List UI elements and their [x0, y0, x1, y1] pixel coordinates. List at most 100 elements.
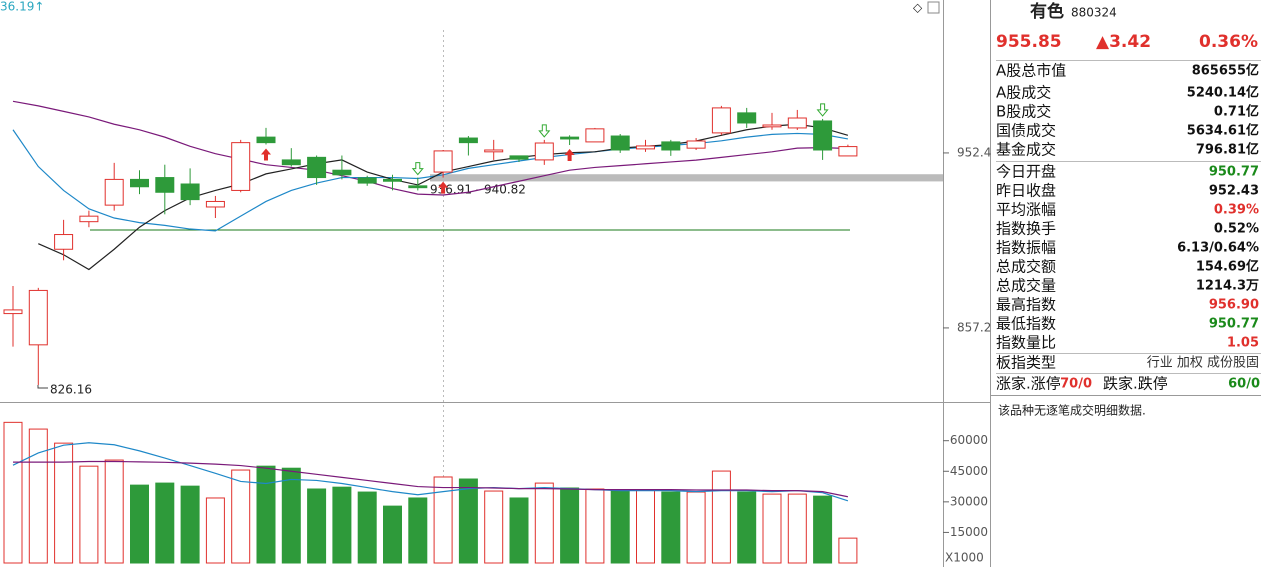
row-label: 昨日收盘 [996, 182, 1056, 200]
panel-price: 955.85 [996, 32, 1062, 52]
volume-bar [711, 470, 731, 564]
volume-bar [509, 497, 529, 564]
row-label: 指数振幅 [996, 239, 1056, 257]
row-label: 指数换手 [996, 220, 1056, 238]
panel-pct: 0.36% [1199, 32, 1258, 52]
volume-bar [231, 469, 251, 564]
row-value: 1.05 [1227, 336, 1259, 351]
candle-body [484, 149, 504, 153]
candle-body [79, 215, 99, 223]
candle-body [357, 177, 377, 184]
volume-bar [130, 484, 149, 564]
row-label: B股成交 [996, 103, 1051, 121]
ma-line [12, 442, 849, 502]
candle-body [205, 200, 225, 208]
row-label: 今日开盘 [996, 163, 1056, 181]
sell-arrow [411, 162, 424, 176]
candle-body [838, 146, 858, 157]
unit-label: X1000 [945, 551, 984, 565]
corner-label: 36.19↑ [0, 0, 44, 14]
candle-body [433, 150, 453, 173]
y-tick-label: 857.2 [957, 320, 991, 334]
row-value: 5240.14亿 [1187, 85, 1259, 101]
volume-bar [256, 465, 276, 564]
ma-line [13, 460, 849, 498]
row-value: 行业 加权 成份股固 [1147, 355, 1259, 371]
volume-bar [838, 537, 858, 564]
row-value: 796.81亿 [1196, 142, 1259, 158]
low-pointer [37, 384, 48, 389]
icon[interactable] [927, 1, 940, 14]
row-value: 6.13/0.64% [1177, 241, 1259, 256]
candle-body [711, 107, 731, 134]
panel-code: 880324 [1071, 6, 1117, 20]
candle-body [130, 178, 149, 188]
candle-body [458, 137, 478, 144]
candle-body [509, 155, 529, 160]
candle-body [104, 178, 124, 206]
volume-bar [737, 491, 757, 564]
candle-body [155, 177, 175, 193]
sell-arrow [538, 124, 551, 138]
note: 该品种无逐笔成交明细数据. [998, 403, 1146, 418]
volume-bar [534, 482, 554, 564]
row-value: 5634.61亿 [1187, 123, 1259, 139]
down-value: 60/0 [1228, 377, 1260, 392]
y-tick-label: 15000 [950, 525, 988, 539]
y-tick-label: 60000 [950, 433, 988, 447]
row-label: 平均涨幅 [996, 201, 1056, 219]
row-value: 0.39% [1214, 203, 1259, 218]
candle-body [28, 289, 48, 346]
volume-bar [787, 493, 807, 564]
row-label: 总成交量 [996, 277, 1056, 295]
volume-bar [661, 491, 681, 564]
candle-body [762, 124, 782, 128]
volume-bar [3, 421, 23, 564]
volume-bar [433, 476, 453, 564]
volume-bar [458, 478, 478, 564]
volume-bar [813, 495, 833, 564]
candle-body [787, 117, 807, 129]
price-band [430, 174, 943, 182]
volume-bar [484, 490, 504, 564]
volume-bar [28, 428, 48, 564]
volume-bar [357, 491, 377, 564]
candle-body [3, 309, 23, 315]
down-label: 跌家.跌停 [1103, 375, 1168, 393]
volume-bar [408, 497, 428, 564]
volume-bar [54, 442, 74, 564]
row-label: 指数量比 [996, 334, 1056, 352]
row-label: 国债成交 [996, 122, 1056, 140]
volume-bar [180, 485, 200, 564]
candle-body [534, 142, 554, 161]
icon[interactable]: ◇ [913, 1, 923, 15]
candle-body [737, 112, 757, 124]
volume-bar [79, 465, 99, 564]
volume-bar [560, 487, 580, 564]
candle-body [661, 141, 681, 151]
candle-body [636, 145, 655, 150]
candle-body [332, 169, 352, 176]
volume-bar [610, 489, 630, 564]
volume-bar [585, 488, 605, 564]
candle-body [54, 234, 74, 250]
row-label: 总成交额 [996, 258, 1056, 276]
row-value: 952.43 [1209, 184, 1259, 199]
buy-arrow [261, 148, 271, 161]
row-value: 956.90 [1209, 298, 1259, 313]
volume-bar [762, 493, 782, 564]
ma-line [12, 100, 848, 196]
panel-change: ▲3.42 [1096, 32, 1151, 52]
y-tick-label: 952.4 [957, 145, 991, 159]
volume-bar [155, 482, 175, 564]
candle-body [256, 136, 276, 144]
candle-body [560, 136, 580, 140]
y-tick-label: 45000 [950, 464, 988, 478]
row-label: 基金成交 [996, 141, 1056, 159]
row-value: 865655亿 [1192, 63, 1259, 79]
row-value: 0.52% [1214, 222, 1259, 237]
low-label: 826.16 [50, 383, 92, 397]
volume-bar [307, 488, 327, 564]
volume-bar [205, 497, 225, 564]
